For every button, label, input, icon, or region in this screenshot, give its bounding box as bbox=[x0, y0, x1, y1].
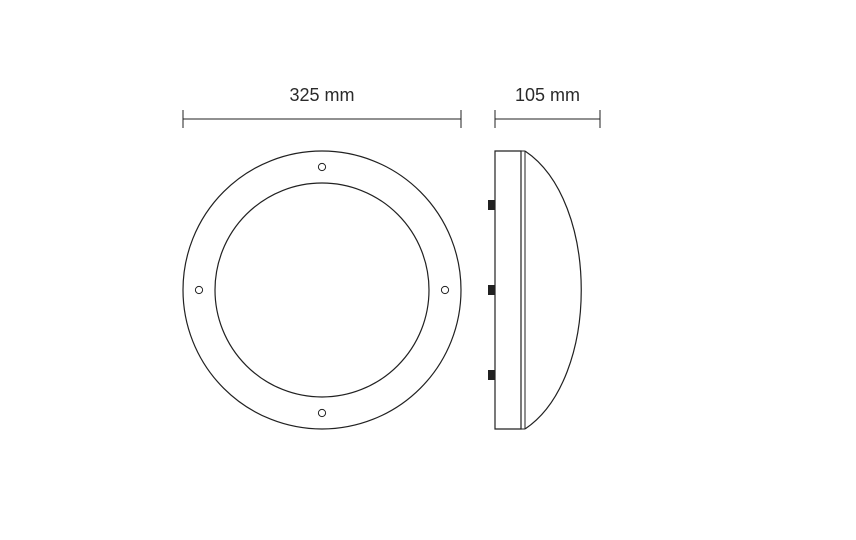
screw-hole bbox=[318, 163, 325, 170]
outer-ring bbox=[183, 151, 461, 429]
depth-dimension-label: 105 mm bbox=[515, 85, 580, 105]
mounting-clip bbox=[488, 285, 495, 295]
diameter-dimension-label: 325 mm bbox=[289, 85, 354, 105]
dome-profile bbox=[525, 151, 581, 429]
mounting-clip bbox=[488, 370, 495, 380]
front-view bbox=[183, 151, 461, 429]
mounting-clip bbox=[488, 200, 495, 210]
side-view bbox=[488, 151, 581, 429]
screw-hole bbox=[441, 286, 448, 293]
inner-ring bbox=[215, 183, 429, 397]
technical-drawing: 325 mm 105 mm bbox=[0, 0, 856, 540]
screw-hole bbox=[318, 409, 325, 416]
dimensions: 325 mm 105 mm bbox=[183, 85, 600, 128]
screw-hole bbox=[195, 286, 202, 293]
back-plate bbox=[495, 151, 521, 429]
